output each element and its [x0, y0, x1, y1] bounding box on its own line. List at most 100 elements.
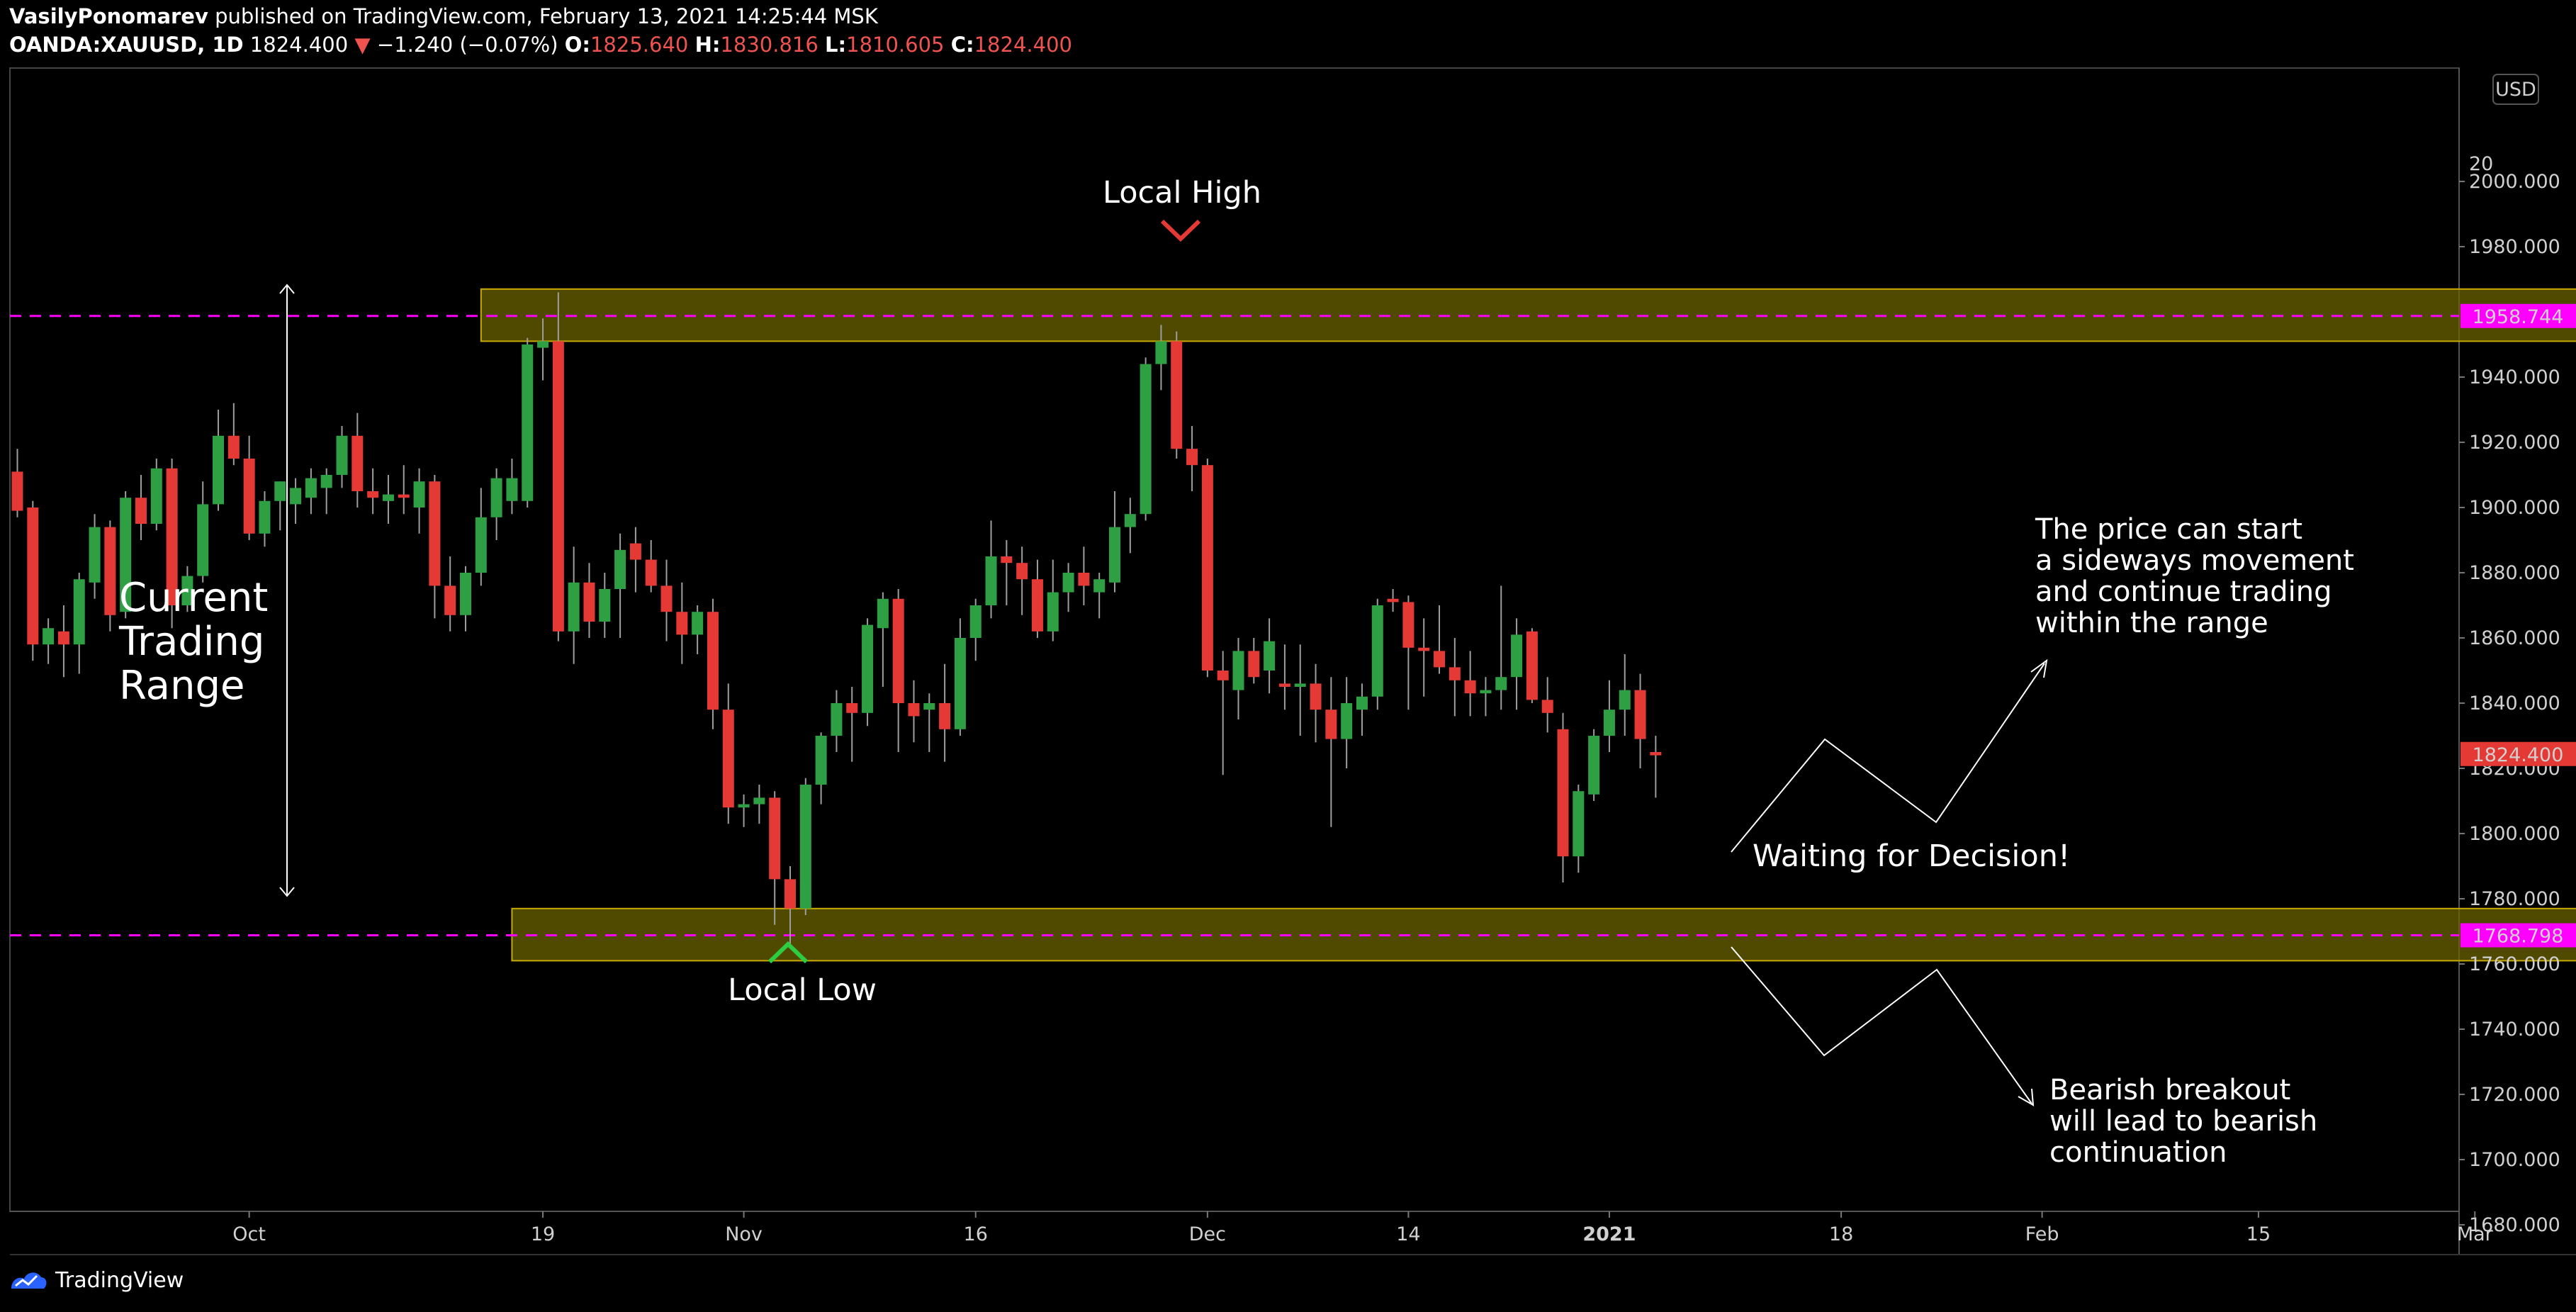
candle	[150, 459, 162, 531]
candle-body	[1201, 465, 1213, 671]
tradingview-label: TradingView	[55, 1267, 184, 1293]
candle-body	[1124, 514, 1136, 527]
candle	[1201, 459, 1213, 678]
candle-body	[877, 598, 889, 629]
candle	[1264, 618, 1276, 694]
candle-body	[243, 459, 255, 534]
range-label-2: Trading	[118, 619, 264, 665]
candle-body	[660, 585, 673, 612]
candle-body	[490, 478, 502, 517]
candle	[475, 488, 487, 586]
tradingview-logo-icon	[11, 1272, 47, 1289]
candle-body	[305, 478, 317, 498]
waiting-label: Waiting for Decision!	[1753, 839, 2070, 874]
last-price-tag-bg	[2460, 741, 2576, 766]
y-tick-label: 1800.000	[2469, 823, 2560, 845]
candle	[877, 592, 889, 687]
candle	[1650, 736, 1662, 798]
y-tick-label: 1720.000	[2469, 1084, 2560, 1106]
candle	[382, 475, 394, 524]
candle-body	[367, 491, 379, 498]
candle-body	[939, 703, 951, 729]
currency-button[interactable]: USD	[2492, 74, 2539, 105]
candle	[305, 468, 317, 515]
level-tag-1-label: 1768.798	[2473, 926, 2564, 948]
tradingview-brand[interactable]: TradingView	[9, 1267, 184, 1293]
plot-area[interactable]	[9, 67, 2460, 1212]
candle-body	[1310, 683, 1322, 710]
candle	[1294, 644, 1306, 736]
local-low-marker-icon	[767, 941, 809, 964]
level-tag-1-bg	[2460, 923, 2576, 948]
bearish-scenario-path	[1731, 946, 2032, 1104]
y-tick-label: 1920.000	[2469, 432, 2560, 454]
candle-body	[506, 478, 518, 501]
candle-body	[336, 435, 348, 475]
candle	[351, 413, 364, 508]
candle	[1016, 546, 1028, 615]
candle-body	[1634, 690, 1646, 739]
candle-body	[1573, 791, 1585, 857]
candle-body	[1449, 667, 1461, 680]
candle	[939, 663, 951, 762]
candle-body	[815, 736, 827, 785]
candle-body	[1418, 647, 1430, 651]
x-tick-label: Dec	[1189, 1223, 1226, 1245]
x-tick-label: 14	[1396, 1223, 1420, 1245]
candle-body	[1078, 573, 1090, 586]
candle	[227, 403, 240, 466]
candle	[537, 318, 549, 381]
candle-body	[1387, 598, 1399, 602]
candle	[1356, 683, 1368, 736]
publish-info: VasilyPonomarev published on TradingView…	[9, 4, 878, 28]
candle-body	[27, 508, 39, 645]
candle-body	[1248, 651, 1260, 678]
candle-body	[1603, 710, 1615, 736]
candle-body	[1356, 696, 1368, 710]
candle	[1140, 357, 1152, 521]
candle	[243, 435, 255, 540]
candle	[73, 573, 85, 674]
high-value: 1830.816	[720, 33, 819, 57]
candle	[1001, 540, 1013, 605]
candle	[753, 785, 765, 824]
sideways-line-2: a sideways movement	[2035, 544, 2354, 577]
range-arrow-down-icon	[279, 887, 295, 897]
candle-body	[614, 549, 626, 589]
candle	[738, 794, 750, 827]
candle-body	[753, 797, 765, 804]
symbol-name[interactable]: OANDA:XAUUSD, 1D	[9, 33, 244, 57]
candle-body	[227, 435, 240, 459]
candle-body	[1341, 703, 1353, 739]
candle	[181, 566, 193, 612]
candle	[614, 533, 626, 638]
candle-body	[599, 589, 611, 622]
candle	[11, 449, 23, 517]
candle	[459, 566, 471, 632]
low-value: 1810.605	[846, 33, 945, 57]
candle-body	[645, 559, 657, 586]
y-tick-label: 1900.000	[2469, 497, 2560, 519]
candle-body	[1464, 680, 1476, 694]
candle	[1232, 638, 1244, 719]
x-tick-label: 19	[531, 1223, 555, 1245]
y-tick-label: 1680.000	[2469, 1214, 2560, 1236]
candle	[1062, 563, 1074, 612]
candle	[43, 618, 55, 664]
candle	[892, 589, 904, 752]
last-price-tag-label: 1824.400	[2473, 744, 2564, 766]
candle-body	[583, 582, 595, 622]
candle-body	[290, 488, 302, 505]
sideways-arrow-head-icon	[2030, 658, 2048, 678]
author-name[interactable]: VasilyPonomarev	[9, 4, 208, 28]
candle-body	[1325, 710, 1337, 739]
candle	[1603, 680, 1615, 752]
candle	[1278, 644, 1290, 710]
candle-body	[1650, 752, 1662, 756]
candle	[89, 514, 101, 599]
candle	[1387, 589, 1399, 612]
bearish-line-1: Bearish breakout	[2049, 1074, 2290, 1106]
candle-body	[181, 576, 193, 605]
candle-body	[799, 785, 811, 909]
